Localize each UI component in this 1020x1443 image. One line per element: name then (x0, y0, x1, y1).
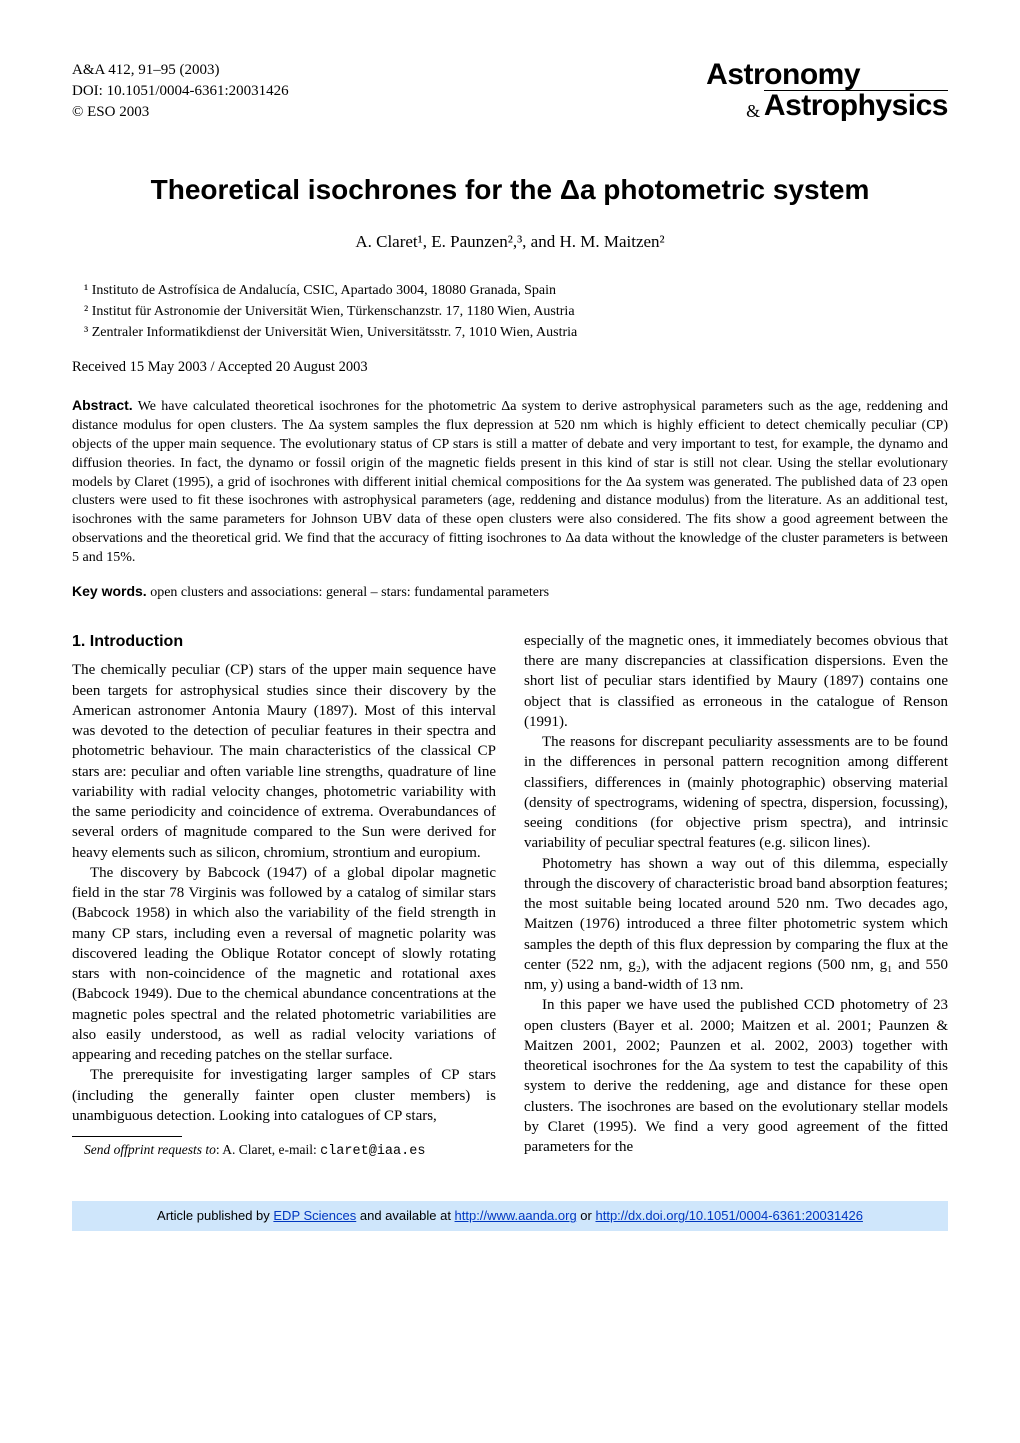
footnote-text: : A. Claret, e-mail: (216, 1142, 320, 1157)
para-3: The prerequisite for investigating large… (72, 1065, 496, 1126)
journal-logo: Astronomy & Astrophysics (706, 60, 948, 121)
para-6: Photometry has shown a way out of this d… (524, 854, 948, 996)
footer-prefix: Article published by (157, 1208, 273, 1223)
affiliation-1: ¹ Instituto de Astrofísica de Andalucía,… (84, 282, 948, 301)
doi: DOI: 10.1051/0004-6361:20031426 (72, 81, 289, 102)
para-2: The discovery by Babcock (1947) of a glo… (72, 863, 496, 1066)
footer-link-edp[interactable]: EDP Sciences (273, 1208, 356, 1223)
logo-bottom: Astrophysics (764, 90, 948, 121)
abstract: Abstract. We have calculated theoretical… (72, 396, 948, 568)
para-1: The chemically peculiar (CP) stars of th… (72, 660, 496, 863)
keywords-text: open clusters and associations: general … (150, 585, 549, 600)
keywords: Key words. open clusters and association… (72, 582, 948, 603)
footer-mid1: and available at (356, 1208, 454, 1223)
footnote: Send offprint requests to: A. Claret, e-… (72, 1141, 496, 1161)
received-accepted: Received 15 May 2003 / Accepted 20 Augus… (72, 358, 948, 378)
footnote-rule (72, 1136, 182, 1137)
logo-amp: & (746, 101, 760, 121)
logo-top: Astronomy (706, 60, 948, 90)
footnote-email: claret@iaa.es (320, 1144, 425, 1159)
footer-link-aanda[interactable]: http://www.aanda.org (455, 1208, 577, 1223)
keywords-label: Key words. (72, 583, 147, 599)
affiliation-3: ³ Zentraler Informatikdienst der Univers… (84, 324, 948, 343)
para-5: The reasons for discrepant peculiarity a… (524, 732, 948, 854)
abstract-label: Abstract. (72, 397, 133, 413)
header-left: A&A 412, 91–95 (2003) DOI: 10.1051/0004-… (72, 60, 289, 123)
abstract-text: We have calculated theoretical isochrone… (72, 399, 948, 565)
footnote-label: Send offprint requests to (84, 1142, 216, 1157)
copyright: © ESO 2003 (72, 102, 289, 123)
footer-bar: Article published by EDP Sciences and av… (72, 1201, 948, 1231)
para-7: In this paper we have used the published… (524, 995, 948, 1157)
header-row: A&A 412, 91–95 (2003) DOI: 10.1051/0004-… (72, 60, 948, 123)
para-4: especially of the magnetic ones, it imme… (524, 631, 948, 732)
authors: A. Claret¹, E. Paunzen²,³, and H. M. Mai… (72, 231, 948, 254)
affiliation-2: ² Institut für Astronomie der Universitä… (84, 303, 948, 322)
citation: A&A 412, 91–95 (2003) (72, 60, 289, 81)
section-1-heading: 1. Introduction (72, 631, 496, 653)
affiliations: ¹ Instituto de Astrofísica de Andalucía,… (84, 282, 948, 343)
body-columns: 1. Introduction The chemically peculiar … (72, 631, 948, 1162)
footer-mid2: or (577, 1208, 596, 1223)
footer-link-doi[interactable]: http://dx.doi.org/10.1051/0004-6361:2003… (595, 1208, 862, 1223)
paper-title: Theoretical isochrones for the Δa photom… (72, 171, 948, 209)
